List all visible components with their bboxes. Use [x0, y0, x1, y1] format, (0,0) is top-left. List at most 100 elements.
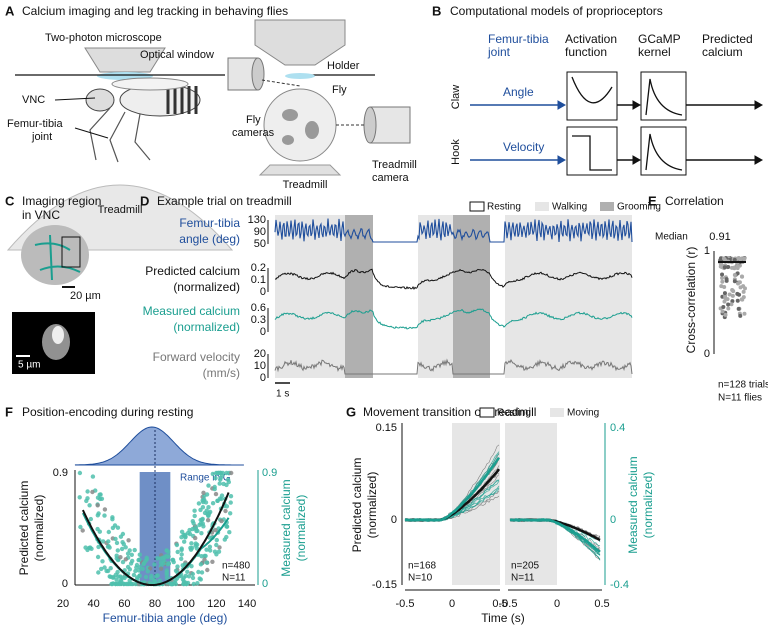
- activation-curve: [572, 135, 612, 171]
- resting-point: [191, 581, 196, 587]
- resting-point: [213, 527, 218, 533]
- resting-point: [95, 513, 101, 518]
- sight-line: [261, 79, 301, 87]
- trial-dot: [743, 286, 747, 291]
- label: N=11: [511, 573, 535, 584]
- tick-label: 20: [57, 598, 69, 610]
- arrow-head: [632, 100, 642, 110]
- kernel-box: [640, 71, 687, 121]
- tick-label: 0: [554, 598, 560, 610]
- resting-point: [210, 501, 216, 506]
- pointer: [74, 127, 109, 139]
- resting-point: [182, 539, 187, 544]
- tick-label: 140: [238, 598, 256, 610]
- resting-point: [170, 557, 176, 563]
- trial-dot: [737, 292, 742, 297]
- behavior-shade: [505, 215, 632, 378]
- resting-point: [186, 574, 192, 579]
- legend-swatch: [535, 202, 549, 211]
- legend-label: Walking: [552, 202, 587, 213]
- transition-trace: [404, 456, 500, 522]
- resting-point: [107, 574, 112, 579]
- resting-point: [198, 562, 204, 567]
- label: (mm/s): [203, 366, 240, 380]
- tick-label: 90: [254, 226, 266, 238]
- resting-point: [137, 552, 142, 557]
- tick-label: 0.9: [262, 467, 277, 479]
- resting-point: [99, 496, 105, 501]
- label: Optical window: [140, 49, 214, 61]
- tick-label: 0.5: [594, 598, 609, 610]
- neuron-label: [34, 234, 81, 281]
- trial-dot: [730, 293, 735, 298]
- tick-label: 0.5: [492, 598, 507, 610]
- resting-point: [219, 493, 225, 498]
- trial-dot: [732, 257, 737, 262]
- resting-point: [179, 546, 184, 551]
- label: 5 µm: [18, 360, 40, 371]
- trial-dot: [720, 279, 725, 284]
- function-box: [566, 126, 618, 176]
- trial-dot: [726, 306, 731, 311]
- tick-label: 100: [177, 598, 195, 610]
- resting-point: [199, 570, 205, 575]
- resting-point: [152, 562, 157, 567]
- resting-point: [228, 511, 233, 516]
- resting-point: [102, 507, 108, 512]
- resting-point: [113, 581, 118, 587]
- camera-lens: [363, 106, 377, 144]
- label: Hook: [450, 139, 462, 165]
- resting-point: [164, 548, 169, 553]
- trial-dot: [725, 297, 730, 302]
- label: Femur-tibia angle (deg): [103, 611, 228, 625]
- resting-point: [179, 552, 184, 557]
- resting-point: [212, 486, 217, 492]
- resting-point: [125, 551, 131, 556]
- resting-point: [140, 566, 145, 572]
- resting-point: [225, 477, 231, 482]
- resting-point: [134, 562, 140, 568]
- label: (normalized): [365, 472, 379, 539]
- resting-point: [129, 552, 134, 557]
- tick-label: 0: [704, 348, 710, 360]
- trial-dot: [729, 302, 734, 307]
- tick-label: 0: [260, 286, 266, 298]
- tick-label: 0.6: [251, 302, 266, 314]
- label: Range in G: [180, 473, 231, 484]
- objective: [254, 19, 346, 66]
- tick-label: 0.4: [610, 422, 625, 434]
- behavior-shade: [345, 215, 373, 378]
- resting-point: [141, 562, 146, 567]
- tick-label: 0: [449, 598, 455, 610]
- resting-point: [106, 539, 111, 544]
- label: kernel: [638, 45, 671, 59]
- kernel-curve: [645, 133, 683, 171]
- arrow-head: [557, 100, 567, 110]
- resting-point: [102, 513, 107, 518]
- resting-point: [164, 575, 170, 580]
- resting-point: [154, 573, 159, 579]
- tick-label: 0.9: [53, 467, 68, 479]
- panel-title: Calcium imaging and leg tracking in beha…: [22, 4, 288, 18]
- resting-point: [128, 581, 133, 586]
- label: 1 s: [276, 389, 289, 400]
- tick-label: -0.15: [372, 579, 397, 591]
- resting-point: [206, 505, 211, 510]
- trial-dot: [721, 305, 726, 310]
- resting-point: [214, 537, 219, 543]
- label: 0.91: [709, 231, 730, 243]
- label: cameras: [232, 127, 275, 139]
- panel-letter: A: [5, 3, 15, 18]
- distribution: [74, 426, 244, 466]
- label: Femur-tibia: [7, 118, 64, 130]
- resting-point: [131, 572, 137, 578]
- label: Median: [655, 232, 688, 243]
- label: (normalized): [32, 495, 46, 562]
- resting-point: [102, 565, 107, 570]
- resting-point: [111, 574, 116, 580]
- resting-point: [84, 498, 89, 504]
- label: n=205: [511, 561, 540, 572]
- trial-dot: [726, 302, 731, 307]
- trial-dot: [722, 284, 727, 289]
